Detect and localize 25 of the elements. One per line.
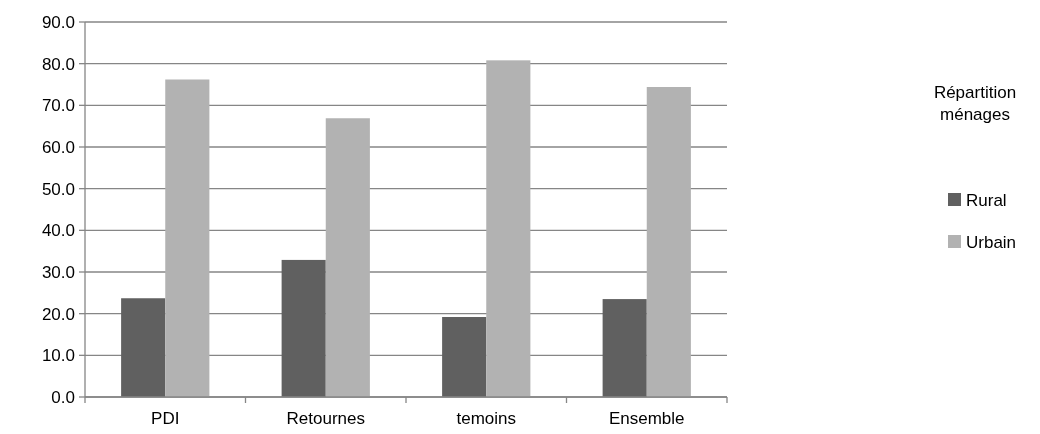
text: Répartition ménages xyxy=(933,83,1017,124)
x-tick-label: Ensemble xyxy=(608,409,685,428)
legend-label: Rural xyxy=(966,190,1007,210)
y-tick-label: 80.0 xyxy=(41,54,75,74)
y-tick-label: 90.0 xyxy=(41,12,75,32)
bar xyxy=(281,259,326,397)
x-tick-label: PDI xyxy=(151,409,180,428)
y-tick-label: 20.0 xyxy=(41,304,75,324)
y-tick-label: 60.0 xyxy=(41,137,75,157)
bar xyxy=(325,118,370,397)
bar xyxy=(165,79,210,397)
y-tick-label: 50.0 xyxy=(41,179,75,199)
x-tick-label: temoins xyxy=(456,409,517,428)
legend-label: Urbain xyxy=(966,232,1017,252)
bar xyxy=(602,299,647,397)
bar xyxy=(442,317,487,397)
bar xyxy=(486,60,531,397)
y-tick-label: 40.0 xyxy=(41,221,75,241)
bar xyxy=(121,298,166,397)
bar xyxy=(646,87,691,397)
y-tick-label: 10.0 xyxy=(41,346,75,366)
y-tick-label: 0.0 xyxy=(51,387,75,407)
x-tick-label: Retournes xyxy=(286,409,365,428)
y-tick-label: 30.0 xyxy=(41,262,75,282)
y-tick-label: 70.0 xyxy=(41,96,75,116)
